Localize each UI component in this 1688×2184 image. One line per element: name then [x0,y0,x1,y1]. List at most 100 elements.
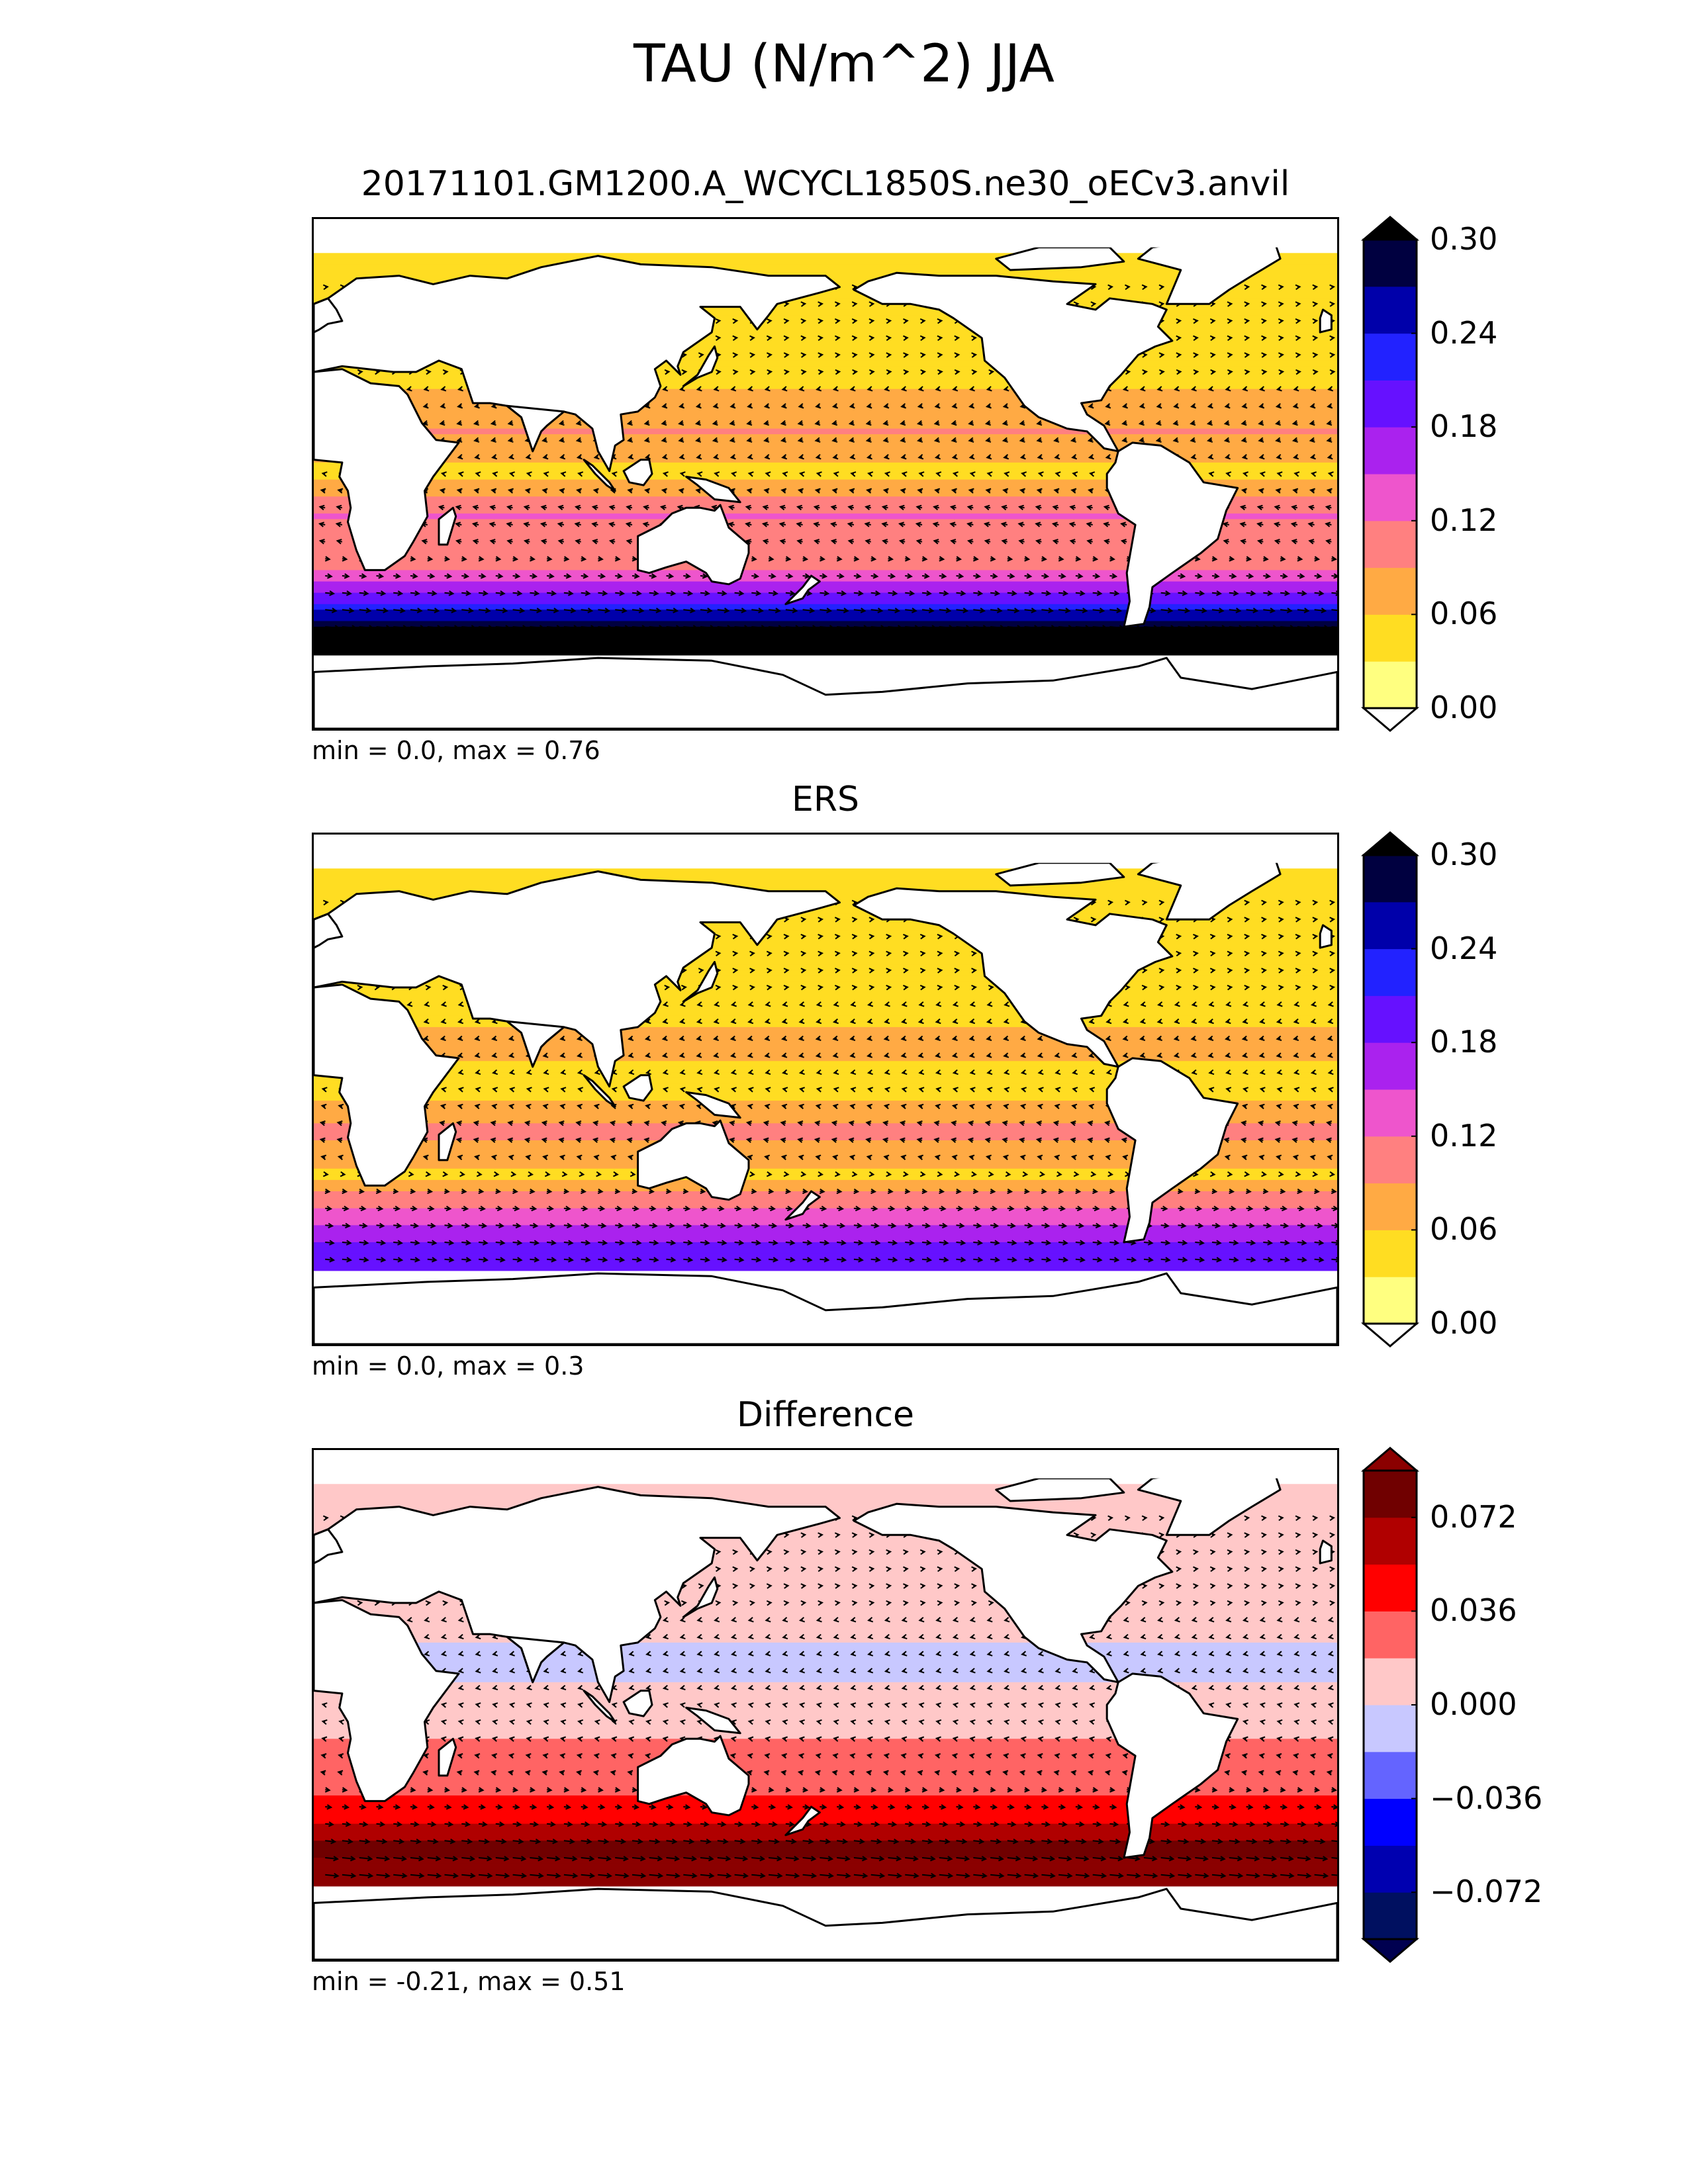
wind-arrow-head [1054,454,1060,460]
wind-arrow-head [1176,933,1182,940]
wind-arrow-head [1104,1120,1111,1126]
wind-arrow-head [1256,642,1262,648]
wind-arrow-head [732,352,739,358]
wind-arrow-head [1312,968,1319,974]
wind-arrow-head [383,608,389,614]
wind-arrow-head [1244,369,1250,375]
wind-arrow-head [780,1154,787,1160]
wind-arrow-head [440,1001,447,1007]
wind-arrow-head [1248,573,1254,579]
wind-arrow-head [556,642,563,648]
wind-arrow-head [1244,917,1250,923]
wind-arrow [853,592,863,594]
wind-arrow-head [851,984,858,991]
wind-arrow-head [336,1137,343,1143]
wind-arrow [547,626,561,629]
wind-arrow-head [984,1137,991,1143]
wind-arrow [495,609,507,612]
wind-arrow-head [1053,1120,1059,1126]
wind-arrow-head [1295,984,1301,991]
wind-arrow-head [1258,386,1265,392]
field-band [314,530,1337,537]
wind-arrow-head [573,642,580,648]
wind-arrow-head [780,437,786,443]
wind-arrow-head [1088,1154,1094,1160]
wind-arrow [427,643,442,646]
wind-arrow-head [951,1103,958,1109]
wind-arrow [512,643,528,646]
wind-arrow-head [1326,1120,1333,1126]
wind-arrow-head [865,420,872,426]
wind-arrow [820,643,835,646]
wind-arrow-head [831,437,838,443]
wind-arrow-head [815,403,821,409]
wind-arrow-head [1190,454,1197,460]
wind-arrow-head [695,403,702,409]
wind-arrow-head [1221,625,1227,631]
colorbar-model [1360,216,1420,732]
wind-arrow-head [1263,556,1269,562]
wind-arrow-head [1004,471,1010,477]
wind-arrow-head [575,539,581,545]
wind-arrow-head [935,1069,941,1075]
wind-arrow-head [1329,1171,1336,1177]
wind-arrow-head [448,590,455,596]
wind-arrow [717,609,729,612]
wind-arrow [1280,592,1289,594]
wind-arrow-head [779,504,786,511]
wind-arrow-head [855,573,862,579]
wind-arrow-head [839,573,845,579]
wind-arrow-head [1307,522,1314,527]
wind-arrow-head [1295,917,1301,923]
wind-arrow-head [712,437,718,443]
field-band [314,1128,1337,1136]
wind-arrow [1280,609,1291,612]
field-band [314,925,1337,932]
wind-arrow-head [1037,1087,1044,1093]
wind-arrow-head [1209,968,1216,974]
wind-arrow-head [1085,642,1092,648]
field-band [314,1163,1337,1169]
wind-arrow-head [744,642,751,648]
wind-arrow [700,626,714,629]
field-band [314,1083,1337,1090]
wind-arrow-head [918,471,925,477]
wind-arrow [1280,643,1295,646]
wind-arrow-head [1293,1052,1299,1058]
wind-arrow-head [1225,1018,1231,1024]
wind-arrow-head [1090,1171,1097,1177]
wind-arrow-head [1002,1137,1008,1143]
wind-arrow-head [780,1120,786,1126]
wind-arrow-head [540,539,547,545]
wind-arrow-head [668,573,675,579]
field-band [314,1203,1337,1209]
wind-arrow-head [593,1103,600,1109]
wind-arrow-head [1055,1069,1061,1075]
wind-arrow-head [809,608,816,614]
wind-arrow-head [890,573,896,579]
wind-arrow [1024,643,1039,646]
field-band [314,1134,1337,1141]
wind-arrow-head [985,437,992,443]
wind-arrow-head [847,504,854,511]
wind-arrow [495,626,510,629]
wind-arrow-head [1208,471,1215,477]
wind-arrow-head [1295,950,1301,957]
wind-arrow-head [900,437,906,443]
wind-arrow-head [457,471,464,477]
wind-arrow-head [1241,1120,1247,1126]
wind-arrow-head [1314,556,1321,562]
wind-arrow-head [539,625,545,631]
wind-arrow-head [1295,899,1301,906]
field-band [314,1219,1337,1226]
wind-arrow-head [830,504,837,511]
wind-arrow-head [883,403,890,409]
wind-arrow-head [1201,608,1207,614]
wind-arrow-head [968,454,975,460]
wind-arrow [325,643,340,646]
wind-arrow [1331,643,1337,645]
wind-arrow [973,626,988,629]
wind-arrow-head [884,386,890,392]
wind-arrow-head [1079,590,1086,596]
wind-arrow-head [626,420,633,426]
